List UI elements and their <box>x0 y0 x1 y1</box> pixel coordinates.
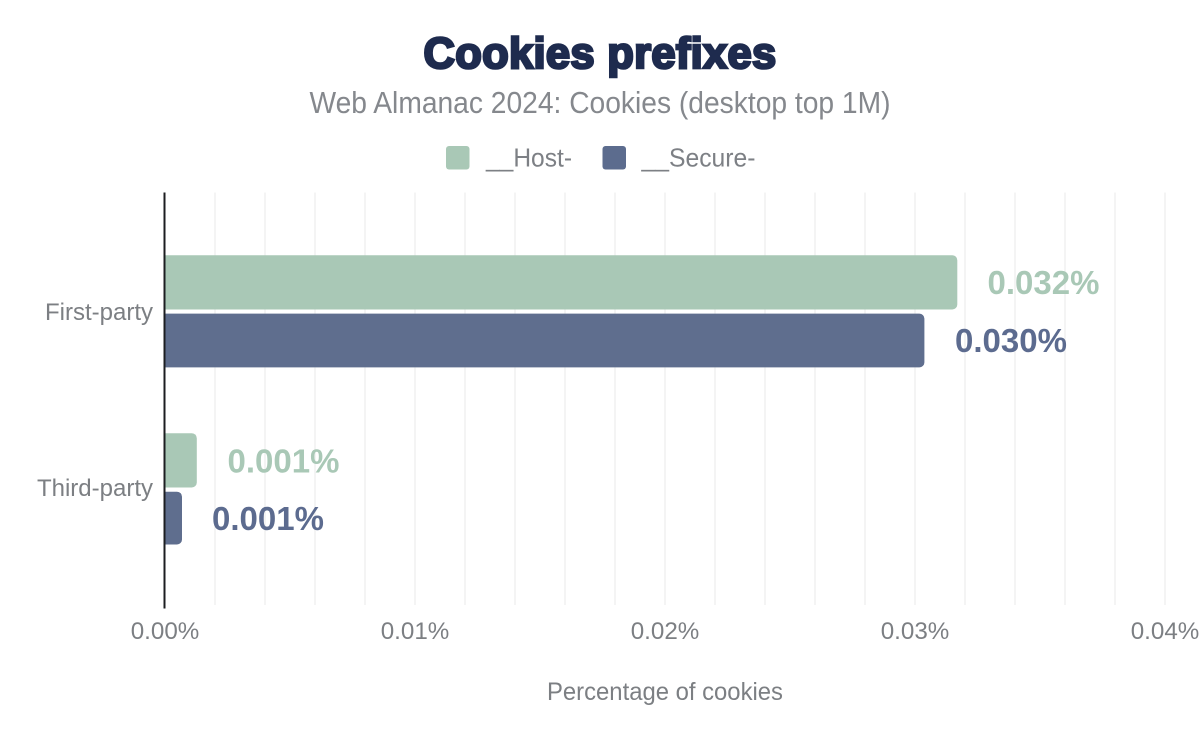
svg-text:__Host-: __Host- <box>485 143 572 173</box>
svg-text:0.032%: 0.032% <box>988 264 1100 301</box>
svg-text:First-party: First-party <box>45 299 153 326</box>
svg-text:0.02%: 0.02% <box>631 618 700 645</box>
svg-text:Web Almanac 2024: Cookies (des: Web Almanac 2024: Cookies (desktop top 1… <box>310 85 891 120</box>
svg-text:Cookies prefixes: Cookies prefixes <box>424 30 777 78</box>
svg-text:__Secure-: __Secure- <box>641 143 756 173</box>
svg-text:Third-party: Third-party <box>37 475 153 502</box>
svg-text:0.001%: 0.001% <box>212 500 324 537</box>
svg-text:Percentage of cookies: Percentage of cookies <box>547 678 783 706</box>
svg-text:0.001%: 0.001% <box>228 443 340 480</box>
svg-text:0.01%: 0.01% <box>381 618 450 645</box>
svg-text:0.03%: 0.03% <box>881 618 950 645</box>
svg-text:0.04%: 0.04% <box>1131 618 1200 645</box>
svg-text:0.00%: 0.00% <box>131 618 200 645</box>
svg-text:0.030%: 0.030% <box>955 322 1067 359</box>
